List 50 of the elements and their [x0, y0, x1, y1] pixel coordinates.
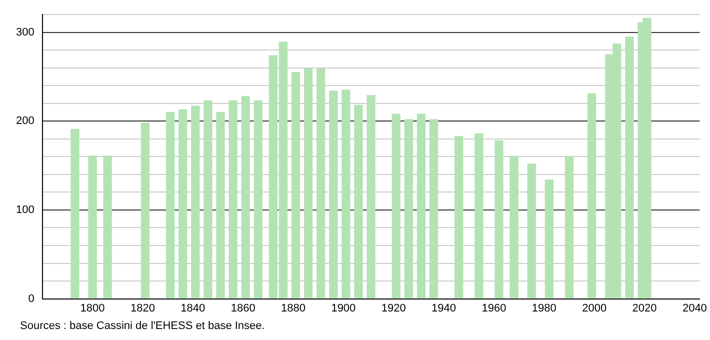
bar [342, 90, 350, 299]
y-tick-label: 300 [16, 26, 34, 38]
bar [254, 100, 262, 299]
x-tick-label: 1880 [281, 302, 306, 314]
bar [140, 122, 150, 299]
x-tick-label: 1860 [230, 302, 256, 314]
x-tick-label: 1980 [532, 302, 556, 314]
bar [474, 133, 484, 299]
bar [316, 68, 326, 299]
bar [166, 112, 175, 299]
y-tick-label: 100 [16, 204, 34, 216]
bar [329, 90, 338, 299]
bar [392, 114, 400, 299]
bar [354, 104, 363, 299]
bar [103, 155, 112, 299]
bar [404, 119, 413, 299]
bar [429, 119, 438, 299]
bar [544, 179, 554, 299]
source-note: Sources : base Cassini de l'EHESS et base Insee. [20, 320, 265, 332]
x-tick-label: 1840 [180, 302, 206, 314]
x-tick-label: 1820 [130, 302, 155, 314]
bar [216, 112, 225, 299]
bar [178, 109, 188, 299]
bar [494, 140, 504, 299]
x-tick-label: 2040 [682, 302, 707, 314]
bar [70, 128, 80, 299]
bar [366, 95, 376, 299]
y-tick-label: 200 [16, 115, 34, 128]
bar [527, 163, 536, 299]
y-tick-label: 0 [28, 292, 34, 305]
x-tick-label: 1940 [432, 302, 456, 314]
x-tick-label: 1920 [381, 302, 406, 314]
bar [228, 100, 238, 299]
bar [564, 156, 574, 299]
bar [241, 96, 250, 299]
bar [304, 68, 313, 299]
bar [416, 114, 426, 299]
bar [291, 72, 300, 299]
x-tick-label: 2020 [632, 302, 657, 314]
bar [587, 93, 596, 299]
bar [510, 156, 518, 299]
bar [88, 155, 97, 299]
bar [625, 36, 634, 299]
x-tick-label: 2000 [582, 302, 607, 314]
bar [191, 106, 200, 299]
x-tick-label: 1960 [482, 302, 506, 314]
x-tick-label: 1900 [331, 302, 356, 314]
x-tick-label: 1800 [80, 302, 105, 314]
bar [454, 136, 464, 299]
bar [204, 100, 212, 299]
